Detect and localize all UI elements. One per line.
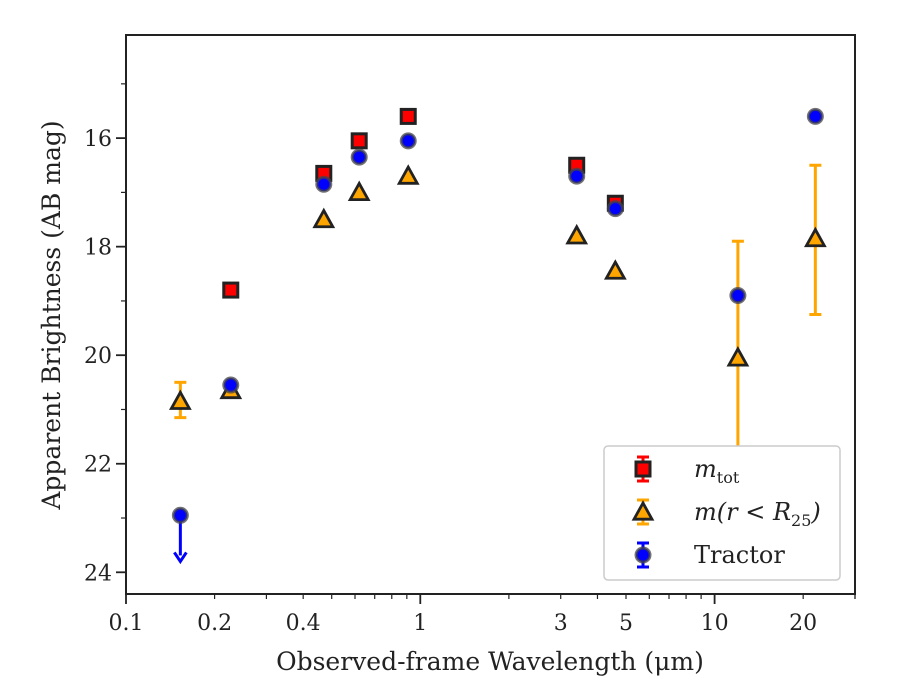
data-point bbox=[565, 223, 589, 245]
y-tick-label: 22 bbox=[84, 453, 112, 478]
x-tick-label: 3 bbox=[554, 611, 568, 636]
y-tick-label: 18 bbox=[84, 236, 112, 261]
x-tick-label: 20 bbox=[789, 611, 817, 636]
y-tick-label: 24 bbox=[84, 561, 112, 586]
data-point bbox=[399, 107, 417, 125]
legend: mtot m(r < R25) Tractor bbox=[603, 445, 841, 581]
legend-marker bbox=[634, 460, 652, 478]
data-point bbox=[806, 107, 824, 125]
x-tick-label: 0.4 bbox=[286, 611, 321, 636]
data-markers bbox=[168, 107, 827, 524]
data-point bbox=[606, 200, 624, 218]
data-point bbox=[312, 207, 336, 229]
x-tick-label: 10 bbox=[701, 611, 729, 636]
data-point bbox=[396, 164, 420, 185]
legend-label: m(r < R25) bbox=[694, 498, 821, 530]
data-point bbox=[347, 180, 371, 201]
data-point bbox=[729, 287, 747, 305]
y-axis-title: Apparent Brightness (AB mag) bbox=[37, 120, 66, 510]
data-point bbox=[168, 389, 192, 410]
y-tick-label: 16 bbox=[84, 127, 112, 152]
x-tick-label: 0.1 bbox=[109, 611, 144, 636]
x-tick-label: 1 bbox=[413, 611, 427, 636]
data-point bbox=[803, 226, 827, 248]
legend-box bbox=[603, 445, 841, 581]
data-point bbox=[315, 175, 333, 193]
x-tick-label: 5 bbox=[619, 611, 633, 636]
data-point bbox=[350, 148, 368, 166]
data-point bbox=[222, 281, 240, 299]
data-point bbox=[726, 346, 750, 367]
y-tick-label: 20 bbox=[84, 344, 112, 369]
upper-limit-arrowhead bbox=[173, 551, 188, 565]
x-axis: 0.1 0.2 0.4 1 3 5 10 20 bbox=[109, 594, 856, 636]
data-point bbox=[399, 132, 417, 150]
legend-label: mtot bbox=[694, 455, 740, 487]
y-axis: 16 18 20 22 24 bbox=[84, 83, 126, 586]
legend-marker bbox=[631, 500, 655, 521]
legend-label: Tractor bbox=[694, 541, 785, 569]
legend-marker bbox=[634, 546, 652, 564]
x-axis-title: Observed-frame Wavelength (μm) bbox=[276, 647, 704, 676]
x-tick-label: 0.2 bbox=[197, 611, 232, 636]
data-point bbox=[350, 132, 368, 150]
data-point bbox=[568, 167, 586, 185]
data-point bbox=[222, 376, 240, 394]
data-point bbox=[603, 259, 627, 280]
data-point bbox=[171, 506, 189, 524]
